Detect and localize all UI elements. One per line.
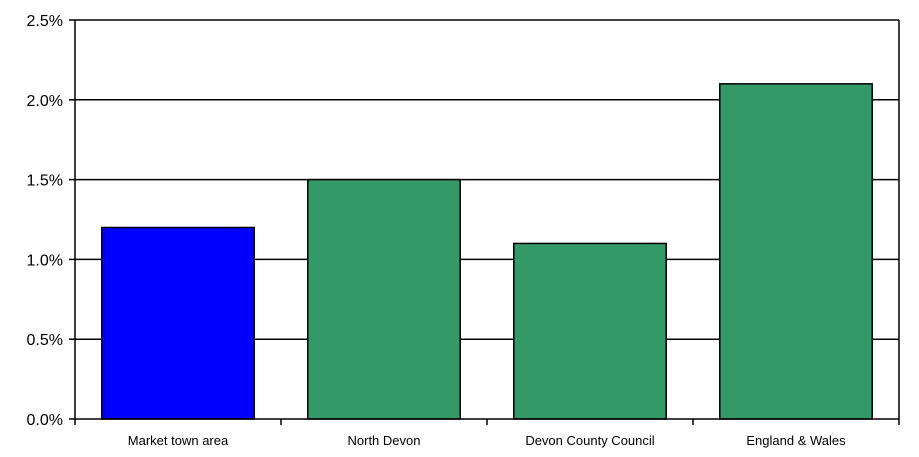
bar bbox=[307, 178, 461, 420]
axes bbox=[69, 19, 900, 425]
x-tick-label: North Devon bbox=[348, 433, 421, 448]
x-tick-label: Devon County Council bbox=[525, 433, 654, 448]
x-tick-label: Market town area bbox=[128, 433, 229, 448]
bars bbox=[101, 83, 873, 420]
y-tick-label: 1.0% bbox=[27, 252, 63, 269]
y-tick-label: 2.0% bbox=[27, 93, 63, 110]
y-tick-label: 1.5% bbox=[27, 173, 63, 190]
bar bbox=[513, 242, 667, 420]
y-tick-label: 2.5% bbox=[27, 13, 63, 30]
y-tick-label: 0.5% bbox=[27, 332, 63, 349]
bar bbox=[101, 226, 255, 420]
y-tick-label: 0.0% bbox=[27, 412, 63, 429]
bar bbox=[719, 83, 873, 420]
x-tick-label: England & Wales bbox=[746, 433, 846, 448]
tick-labels: 0.0% 0.5% 1.0% 1.5% 2.0% 2.5% Market town area… bbox=[27, 13, 847, 448]
